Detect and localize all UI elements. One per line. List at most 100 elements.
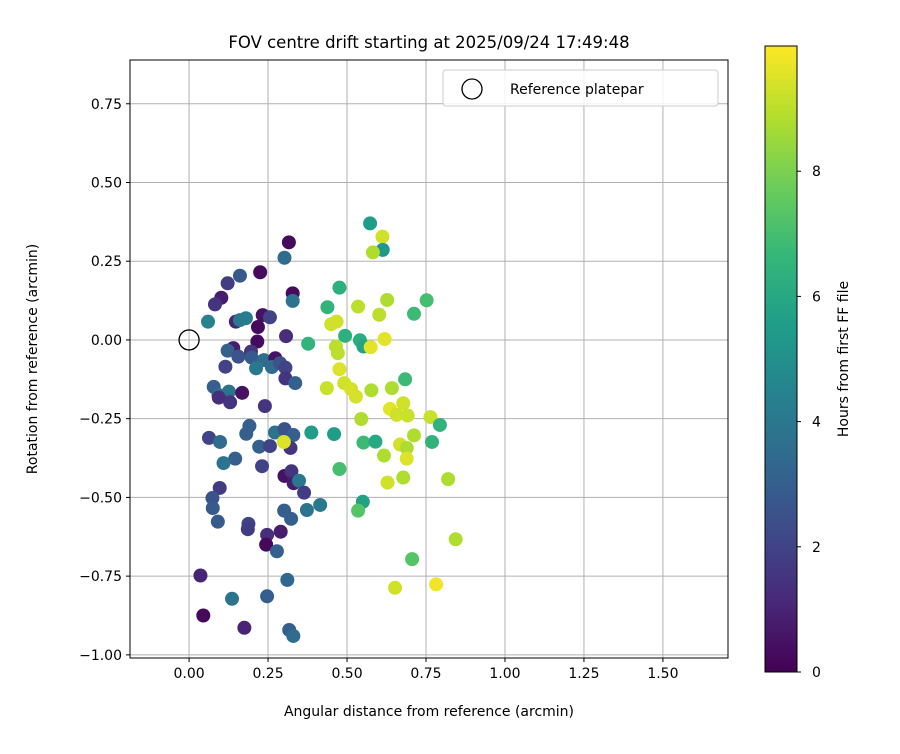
data-point <box>238 311 253 326</box>
data-point <box>297 485 312 500</box>
colorbar: 0 2 4 6 8 Hours from first FF file <box>764 45 852 681</box>
y-tick-label: 0.00 <box>91 333 122 349</box>
data-point <box>388 580 403 595</box>
data-point <box>319 381 334 396</box>
data-point <box>351 299 366 314</box>
x-tick-label: 1.25 <box>568 666 599 682</box>
data-point <box>223 395 238 410</box>
data-point <box>354 411 369 426</box>
data-point <box>213 434 228 449</box>
data-point <box>286 628 301 643</box>
data-point <box>276 434 291 449</box>
data-point <box>196 608 211 623</box>
data-point <box>363 340 378 355</box>
data-point <box>338 328 353 343</box>
data-point <box>375 229 390 244</box>
colorbar-ticks: 0 2 4 6 8 <box>797 164 821 681</box>
data-point <box>216 456 231 471</box>
data-point <box>425 434 440 449</box>
data-point <box>332 462 347 477</box>
data-point <box>351 503 366 518</box>
data-point <box>423 410 438 425</box>
data-point <box>278 360 293 375</box>
data-point <box>279 329 294 344</box>
data-point <box>277 250 292 265</box>
data-point <box>405 552 420 567</box>
data-point <box>262 439 277 454</box>
data-point <box>218 359 233 374</box>
chart-title: FOV centre drift starting at 2025/09/24 … <box>228 33 629 52</box>
data-point <box>237 620 252 635</box>
data-point <box>356 435 371 450</box>
data-point <box>320 300 335 315</box>
data-point <box>396 470 411 485</box>
colorbar-tick-label: 8 <box>812 164 821 180</box>
data-point <box>260 589 275 604</box>
data-point <box>221 384 236 399</box>
y-tick-label: 0.50 <box>91 175 122 191</box>
data-point <box>205 491 220 506</box>
data-point <box>384 381 399 396</box>
data-point <box>301 336 316 351</box>
data-point <box>299 502 314 517</box>
data-point <box>193 568 208 583</box>
data-point <box>244 350 259 365</box>
legend-entry: Reference platepar <box>510 82 644 98</box>
y-axis-label: Rotation from reference (arcmin) <box>25 244 41 474</box>
colorbar-gradient <box>764 45 798 673</box>
x-tick-label: 1.00 <box>489 666 520 682</box>
colorbar-label: Hours from first FF file <box>836 281 852 437</box>
data-point <box>269 544 284 559</box>
data-point <box>239 426 254 441</box>
data-point <box>348 389 363 404</box>
legend-box <box>442 69 719 107</box>
data-point <box>210 514 225 529</box>
data-point <box>372 307 387 322</box>
data-point <box>281 235 296 250</box>
x-axis-label: Angular distance from reference (arcmin) <box>284 704 574 720</box>
data-point <box>220 343 235 358</box>
data-point <box>232 268 247 283</box>
data-point <box>380 292 395 307</box>
data-point <box>288 376 303 391</box>
data-point <box>205 501 220 516</box>
data-point <box>327 427 342 442</box>
data-point <box>250 320 265 335</box>
data-point <box>364 383 379 398</box>
data-point <box>252 439 267 454</box>
data-point <box>399 451 414 466</box>
y-tick-label: −1.00 <box>79 648 122 664</box>
data-point <box>235 385 250 400</box>
data-point <box>380 475 395 490</box>
data-point <box>441 472 456 487</box>
data-point <box>429 577 444 592</box>
data-point <box>257 399 272 414</box>
colorbar-tick-label: 6 <box>812 289 821 305</box>
legend-marker-icon <box>461 78 483 100</box>
data-point <box>368 434 383 449</box>
data-point <box>207 297 222 312</box>
plot-frame <box>129 59 729 659</box>
y-tick-label: −0.25 <box>79 412 122 428</box>
y-tick-label: −0.75 <box>79 569 122 585</box>
data-point <box>400 408 415 423</box>
data-point <box>377 332 392 347</box>
data-point <box>211 390 226 405</box>
data-point <box>253 265 268 280</box>
x-tick-label: 0.25 <box>252 666 283 682</box>
y-axis-ticks: −1.00 −0.75 −0.50 −0.25 0.00 0.25 0.50 0.75 <box>79 97 130 664</box>
data-point <box>324 317 339 332</box>
data-point <box>249 361 264 376</box>
data-point <box>448 532 463 547</box>
data-point <box>399 440 414 455</box>
data-point <box>285 293 300 308</box>
data-point <box>389 407 404 422</box>
data-point <box>280 572 295 587</box>
x-axis-ticks: 0.00 0.25 0.50 0.75 1.00 1.25 1.50 <box>173 658 679 682</box>
data-point <box>220 276 235 291</box>
y-tick-label: 0.75 <box>91 97 122 113</box>
colorbar-tick-label: 2 <box>812 540 821 556</box>
y-tick-label: −0.50 <box>79 490 122 506</box>
